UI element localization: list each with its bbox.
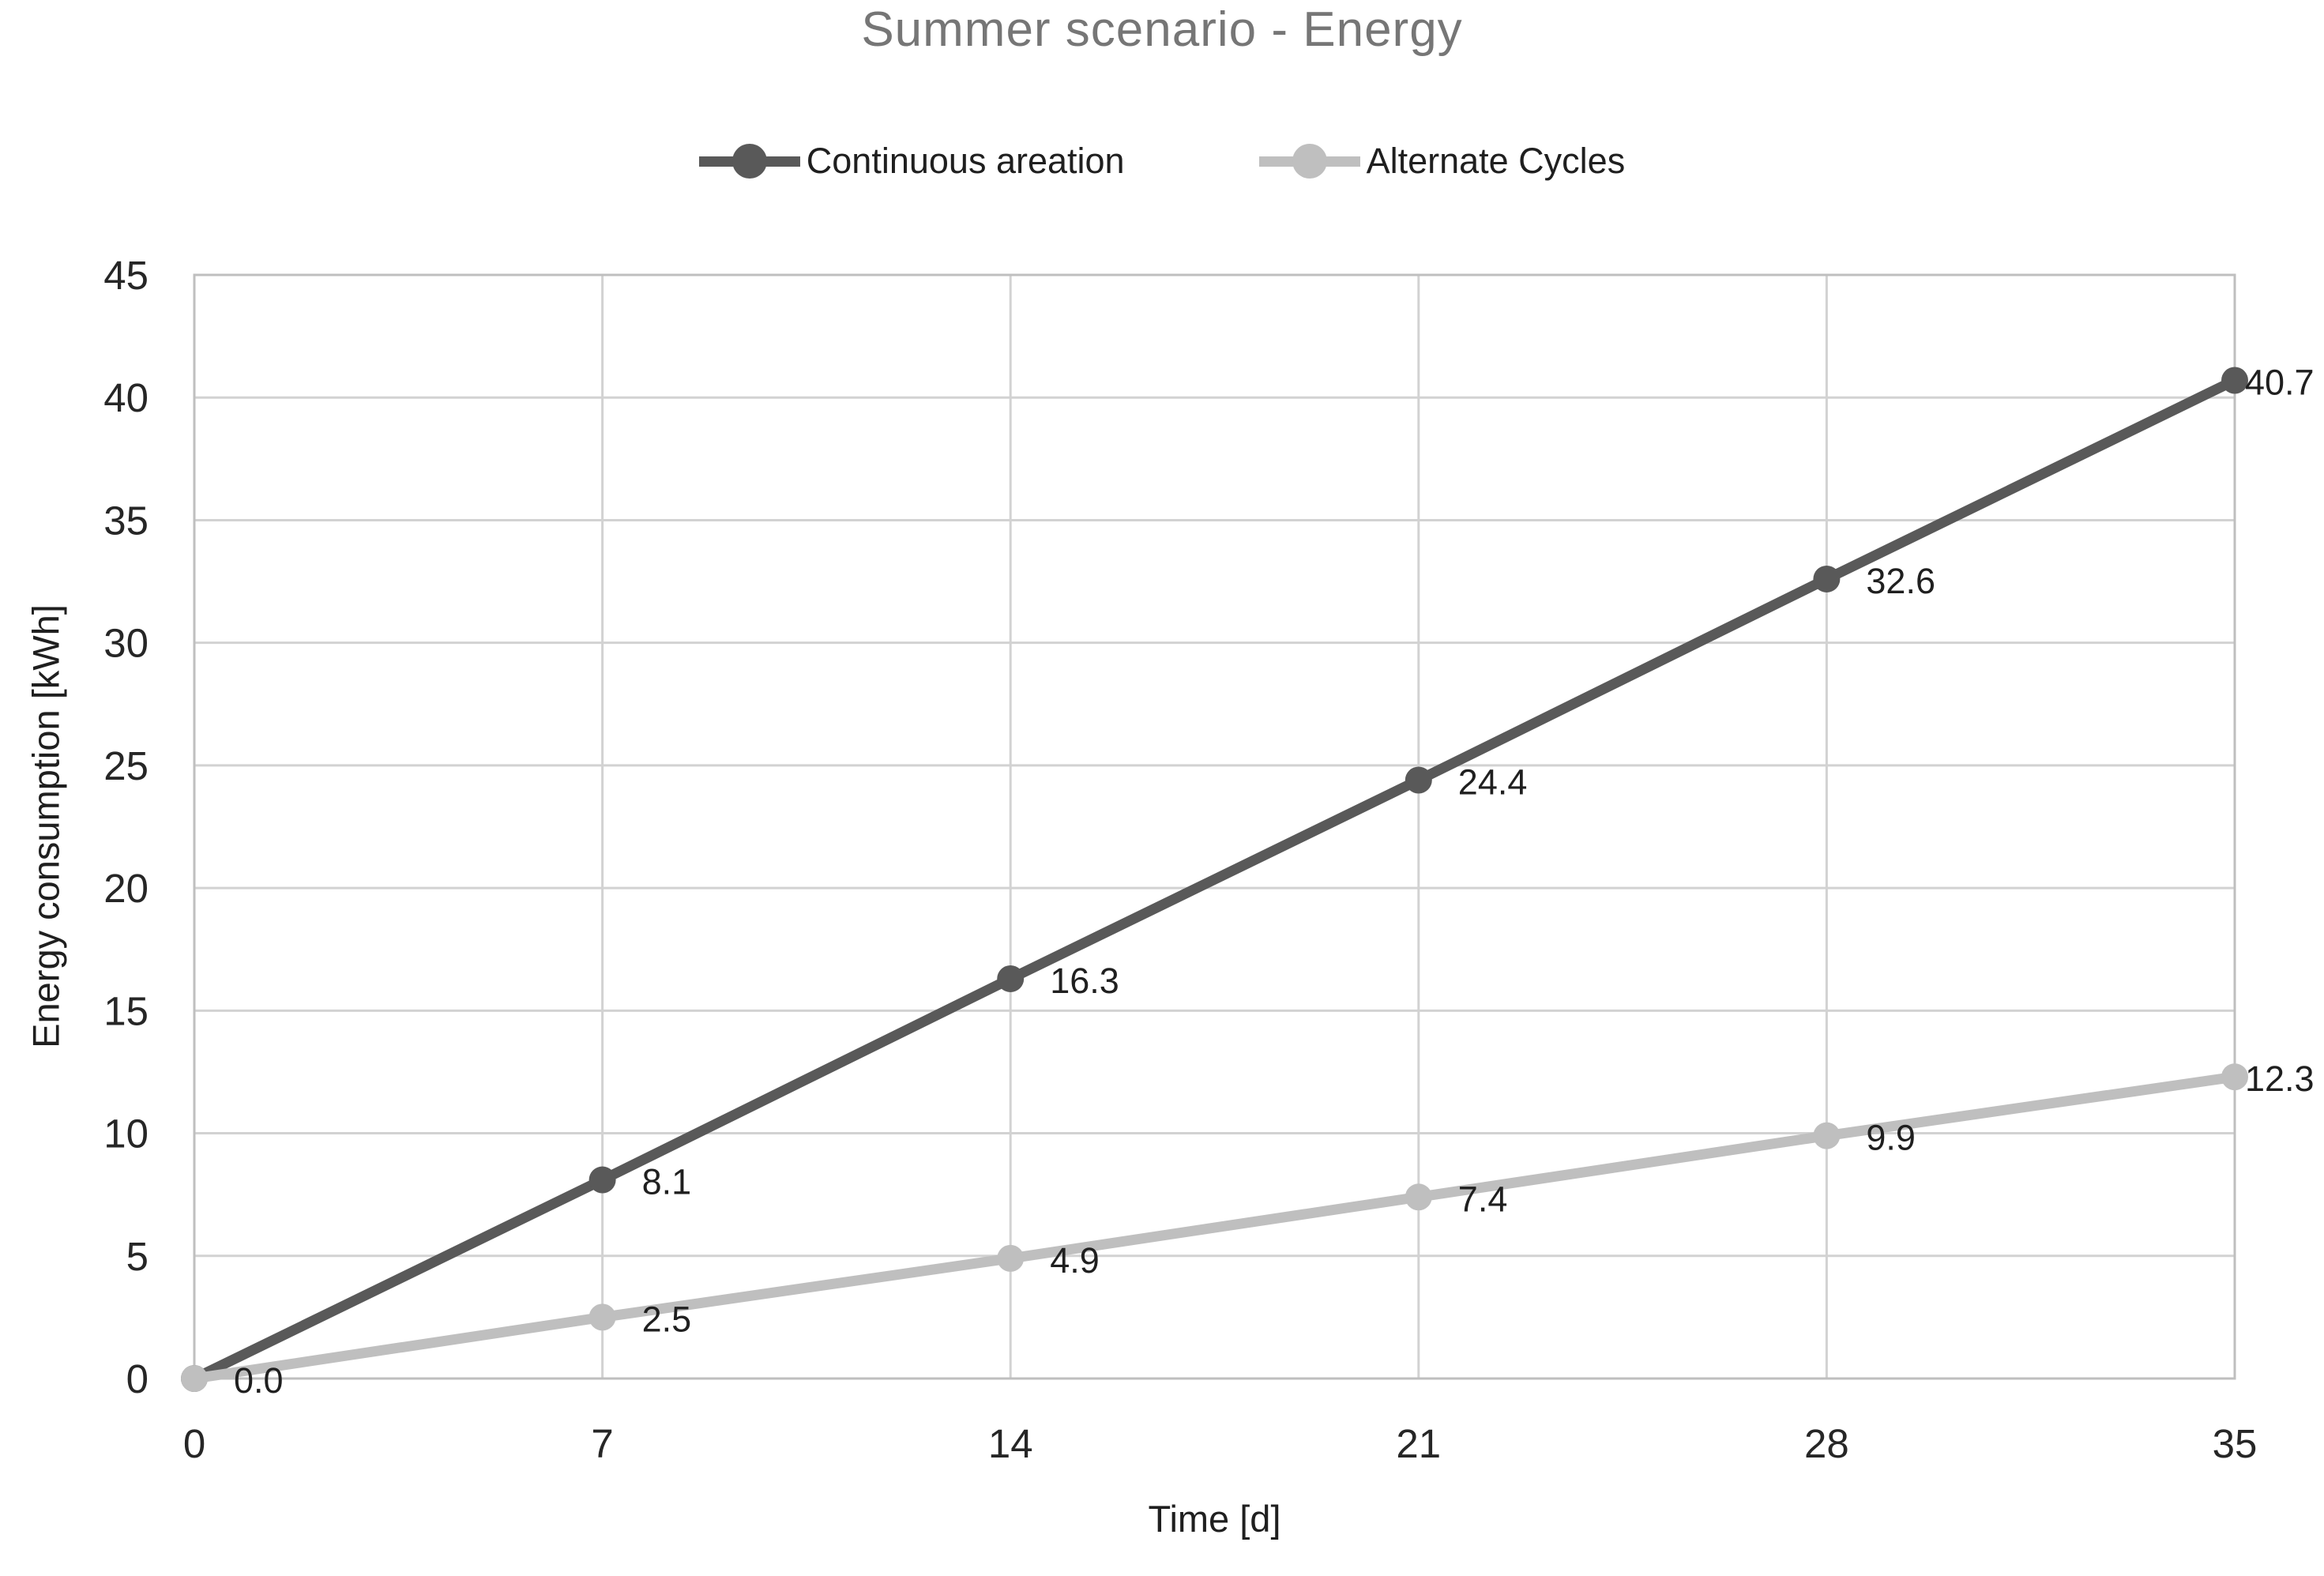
data-point [997, 965, 1025, 992]
data-point [181, 1365, 208, 1392]
data-label: 24.4 [1458, 762, 1528, 803]
y-axis-tick-label: 40 [103, 375, 149, 420]
data-point [2221, 1063, 2248, 1091]
data-point [997, 1244, 1025, 1272]
data-label: 0.0 [234, 1360, 284, 1401]
y-axis-tick-label: 5 [126, 1234, 149, 1279]
y-axis-tick-label: 15 [103, 988, 149, 1033]
data-point [2221, 367, 2248, 394]
data-point [1813, 565, 1841, 592]
legend-item-continuous-areation: Continuous areation [698, 141, 1125, 182]
data-point [1405, 1183, 1432, 1211]
x-axis-tick-label: 14 [988, 1421, 1033, 1466]
data-label: 2.5 [642, 1299, 692, 1339]
data-label: 40.7 [2245, 362, 2315, 402]
y-axis-tick-label: 45 [103, 253, 149, 298]
data-label: 7.4 [1458, 1179, 1508, 1219]
legend: Continuous areation Alternate Cycles [0, 141, 2324, 182]
legend-label-alternate-cycles: Alternate Cycles [1366, 141, 1626, 181]
legend-marker-alternate-cycles-icon [1258, 156, 1360, 167]
x-axis-title: Time [d] [1148, 1498, 1281, 1540]
legend-item-alternate-cycles: Alternate Cycles [1258, 141, 1626, 182]
x-axis-tick-label: 28 [1804, 1421, 1849, 1466]
data-point [1405, 766, 1432, 794]
series-line-0 [189, 374, 2240, 1384]
x-axis-tick-label: 35 [2213, 1421, 2258, 1466]
x-axis-tick-label: 0 [183, 1421, 205, 1466]
data-label: 12.3 [2245, 1059, 2315, 1099]
y-axis-title: Energy consumption [kWh] [24, 604, 67, 1048]
y-axis-tick-label: 30 [103, 621, 149, 666]
series-line-1 [189, 1071, 2240, 1384]
plot-border [193, 273, 2236, 1380]
legend-label-continuous-areation: Continuous areation [806, 141, 1125, 181]
y-axis-tick-label: 10 [103, 1111, 149, 1157]
data-point [589, 1303, 616, 1331]
y-axis-tick-label: 0 [126, 1356, 149, 1401]
y-axis-tick-label: 25 [103, 743, 149, 788]
y-axis-tick-label: 35 [103, 498, 149, 543]
x-axis-tick-label: 21 [1396, 1421, 1441, 1466]
data-point [589, 1166, 616, 1194]
x-axis-tick-label: 7 [591, 1421, 613, 1466]
data-label: 16.3 [1050, 961, 1119, 1001]
data-label: 32.6 [1866, 561, 1935, 601]
data-point [1813, 1122, 1841, 1149]
data-label: 8.1 [642, 1162, 692, 1202]
chart-title: Summer scenario - Energy [861, 2, 1463, 57]
y-axis-tick-label: 20 [103, 866, 149, 911]
data-label: 4.9 [1050, 1240, 1100, 1281]
data-label: 9.9 [1866, 1118, 1916, 1158]
legend-marker-continuous-areation-icon [698, 156, 800, 167]
